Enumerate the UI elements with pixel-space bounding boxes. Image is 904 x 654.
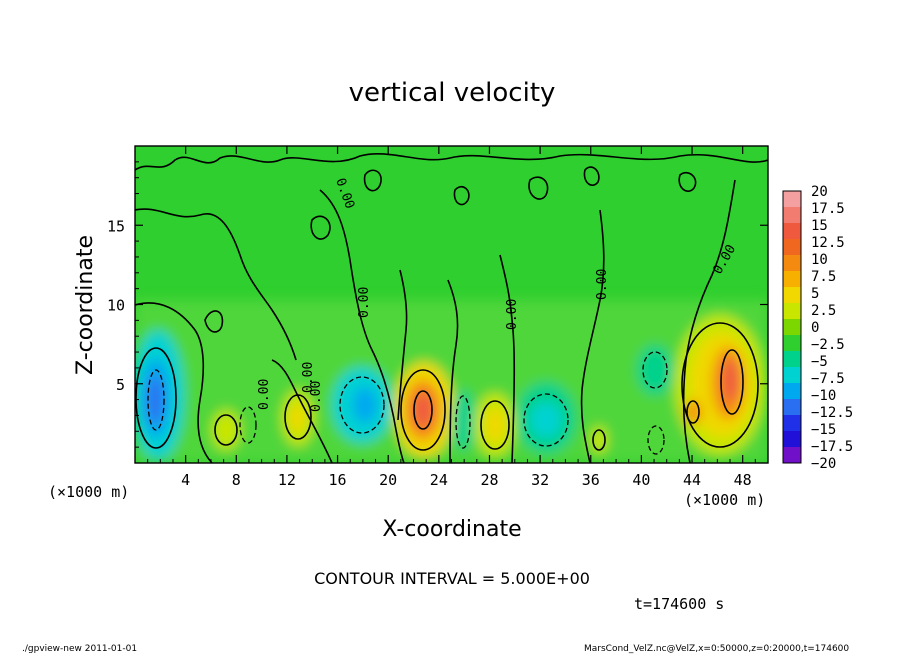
contour-label: 0.00	[301, 362, 316, 393]
colorbar-label: −10	[811, 388, 836, 404]
x-tick-label: 44	[683, 471, 701, 489]
colorbar-label: −17.5	[811, 439, 853, 455]
x-unit-right: (×1000 m)	[684, 491, 765, 509]
x-tick-label: 8	[232, 471, 241, 489]
contour-label: 0.00	[505, 299, 520, 330]
y-tick-label: 15	[107, 217, 125, 235]
chart-title: vertical velocity	[349, 78, 556, 108]
footer-left: ./gpview-new 2011-01-01	[22, 644, 137, 654]
colorbar-swatch	[783, 383, 801, 400]
colorbar-swatch	[783, 447, 801, 464]
x-unit-left: (×1000 m)	[48, 483, 129, 501]
contour-label: 0.00	[309, 381, 324, 412]
negative-contours	[147, 351, 668, 455]
colorbar-frame	[782, 190, 802, 464]
contour-label: 0.00	[595, 269, 610, 300]
colorbar-swatch	[783, 335, 801, 352]
colorbar-label: 0	[811, 320, 819, 336]
colorbar-label: 2.5	[811, 303, 836, 319]
colorbar: 2017.51512.5107.552.50−2.5−5−7.5−10−12.5…	[782, 184, 853, 472]
x-tick-label: 48	[734, 471, 752, 489]
plot-area: 0.00 0.00 0.00 0.00 0.00 0.00 0.00 0.00	[135, 146, 768, 463]
y-axis: 5 10 15	[107, 161, 768, 448]
x-tick-label: 36	[582, 471, 600, 489]
x-tick-label: 4	[181, 471, 190, 489]
colorbar-swatch	[783, 255, 801, 272]
colorbar-swatch	[783, 415, 801, 432]
colorbar-swatch	[783, 191, 801, 208]
colorbar-label: −20	[811, 456, 836, 472]
x-tick-label: 12	[278, 471, 296, 489]
contour-interval: CONTOUR INTERVAL = 5.000E+00	[314, 569, 590, 588]
colorbar-label: −7.5	[811, 371, 845, 387]
colorbar-label: 20	[811, 184, 828, 200]
colorbar-swatch	[783, 367, 801, 384]
colorbar-swatch	[783, 239, 801, 256]
footer-right: MarsCond_VelZ.nc@VelZ,x=0:50000,z=0:2000…	[584, 644, 849, 654]
colorbar-swatch	[783, 287, 801, 304]
y-tick-label: 5	[116, 376, 125, 394]
colorbar-swatch	[783, 431, 801, 448]
colorbar-label: −2.5	[811, 337, 845, 353]
colorbar-swatch	[783, 223, 801, 240]
colorbar-swatch	[783, 271, 801, 288]
x-tick-label: 32	[531, 471, 549, 489]
x-axis: 4 8 12 16 20 24 28 32 36 40 44 48	[147, 146, 756, 489]
colorbar-label: 15	[811, 218, 828, 234]
colorbar-label: 12.5	[811, 235, 845, 251]
colorbar-label: −15	[811, 422, 836, 438]
contour-lines	[135, 153, 768, 463]
y-axis-label: Z-coordinate	[73, 235, 98, 375]
colorbar-swatch	[783, 303, 801, 320]
x-tick-label: 16	[329, 471, 347, 489]
colorbar-label: −12.5	[811, 405, 853, 421]
time-stamp: t=174600 s	[634, 595, 724, 613]
x-tick-label: 20	[379, 471, 397, 489]
colorbar-label: −5	[811, 354, 828, 370]
x-tick-label: 28	[480, 471, 498, 489]
colorbar-swatch	[783, 351, 801, 368]
colorbar-swatch	[783, 207, 801, 224]
x-tick-label: 24	[430, 471, 448, 489]
colorbar-label: 10	[811, 252, 828, 268]
contour-label: 0.00	[357, 287, 372, 318]
colorbar-label: 7.5	[811, 269, 836, 285]
colorbar-label: 17.5	[811, 201, 845, 217]
colorbar-swatch	[783, 319, 801, 336]
colorbar-label: 5	[811, 286, 819, 302]
y-tick-label: 10	[107, 297, 125, 315]
colorbar-swatch	[783, 399, 801, 416]
x-axis-label: X-coordinate	[382, 517, 521, 542]
contour-label: 0.00	[257, 379, 272, 410]
x-tick-label: 40	[632, 471, 650, 489]
